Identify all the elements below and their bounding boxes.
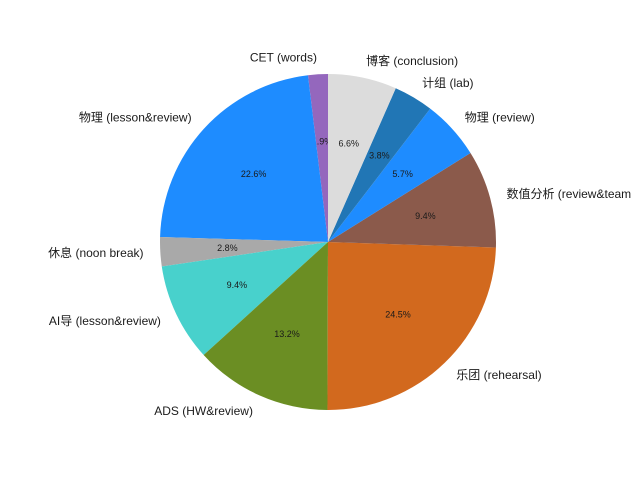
pie-slice-category-label: 博客 (conclusion) — [366, 53, 458, 68]
pie-slice — [159, 236, 328, 267]
pie-slice-category-label: ADS (HW&review) — [154, 404, 253, 418]
pie-slice-percent-label: 1.9% — [312, 136, 333, 146]
pie-slice-category-label: 计组 (lab) — [422, 76, 473, 90]
pie-slice — [203, 242, 328, 410]
pie-slice-category-label: 数值分析 (review&team — [506, 186, 631, 201]
pie-slice-percent-label: 6.6% — [339, 138, 360, 148]
pie-slice-percent-label: 13.2% — [274, 329, 300, 339]
pie-slice-percent-label: 24.5% — [385, 310, 411, 320]
pie-slice-category-label: 乐团 (rehearsal) — [456, 368, 541, 382]
pie-slice-category-label: CET (words) — [250, 51, 317, 65]
pie-slice-percent-label: 2.8% — [217, 243, 238, 253]
pie-slice — [307, 74, 328, 242]
pie-slice — [328, 88, 431, 243]
pie-slice-category-label: 物理 (lesson&review) — [79, 110, 192, 124]
pie-slice-percent-label: 9.4% — [415, 211, 436, 221]
pie-slice-category-label: 休息 (noon break) — [48, 245, 143, 260]
pie-slice — [328, 108, 471, 243]
pie-slice — [328, 74, 396, 242]
pie-slice — [328, 153, 497, 248]
pie-slice-category-label: 物理 (review) — [465, 111, 535, 125]
pie-slice-category-label: AI导 (lesson&review) — [49, 314, 161, 328]
pie-slice — [160, 75, 328, 242]
pie-slice-percent-label: 9.4% — [227, 280, 248, 290]
pie-slice-percent-label: 22.6% — [241, 169, 267, 179]
pie-slice — [327, 242, 496, 411]
pie-slice — [161, 242, 328, 355]
pie-slice-percent-label: 3.8% — [369, 150, 390, 160]
pie-slice-percent-label: 5.7% — [392, 169, 413, 179]
